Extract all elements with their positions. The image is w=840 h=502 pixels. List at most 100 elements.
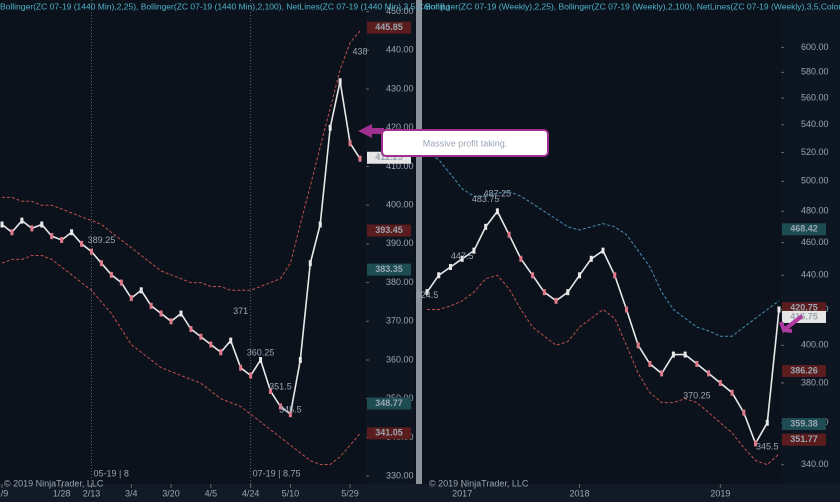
level-label: 370.25 xyxy=(683,390,711,400)
candle xyxy=(40,221,44,228)
price-box-label: 351.77 xyxy=(790,434,818,444)
session-label: 07-19 | 8.75 xyxy=(253,468,301,478)
callout-text: Massive profit taking. xyxy=(423,138,508,148)
candle xyxy=(179,310,183,317)
level-label: 424.5 xyxy=(416,290,439,300)
band-line xyxy=(426,152,780,337)
price-box-label: 468.42 xyxy=(790,224,818,234)
price-box xyxy=(782,310,826,323)
divider xyxy=(416,0,422,502)
candle xyxy=(10,229,14,236)
candle xyxy=(30,225,34,232)
candle xyxy=(229,337,233,344)
candle xyxy=(519,255,523,262)
candle xyxy=(298,357,302,363)
candle xyxy=(80,240,84,247)
candle xyxy=(318,221,322,228)
candle xyxy=(578,272,582,279)
y-tick-label: 330.00 xyxy=(386,471,414,481)
level-label: 371 xyxy=(233,306,248,316)
price-box xyxy=(782,364,826,377)
price-box xyxy=(367,224,411,237)
candle xyxy=(613,272,617,279)
x-axis-strip xyxy=(0,484,840,502)
price-box-label: 341.05 xyxy=(375,428,403,438)
price-box-label: 386.26 xyxy=(790,365,818,375)
candle xyxy=(765,419,769,426)
x-tick-label: 4/5 xyxy=(205,488,218,498)
candle xyxy=(20,217,24,224)
y-tick-label: 400.00 xyxy=(386,200,414,210)
candle xyxy=(683,351,687,358)
callout-box xyxy=(381,129,549,157)
y-tick-label: 520.00 xyxy=(801,147,829,157)
callout-arrow xyxy=(358,124,384,138)
y-tick-label: 480.00 xyxy=(801,206,829,216)
price-box xyxy=(367,263,411,276)
y-tick-label: 450.00 xyxy=(386,6,414,16)
candle xyxy=(338,78,342,85)
credit: © 2019 NinjaTrader, LLC xyxy=(4,478,104,488)
candle xyxy=(531,272,535,279)
candle xyxy=(348,140,352,147)
level-label: 345.5 xyxy=(756,441,779,451)
candle xyxy=(425,289,429,296)
level-label: 360.25 xyxy=(247,347,275,357)
y-tick-label: 380.00 xyxy=(801,377,829,387)
y-tick-label: 340.00 xyxy=(801,459,829,469)
candle xyxy=(288,411,292,418)
candle xyxy=(328,124,332,131)
candle xyxy=(707,370,711,377)
y-tick-label: 420.00 xyxy=(386,122,414,132)
x-tick-label: 1/9 xyxy=(0,488,8,498)
y-axis-panel xyxy=(781,0,840,484)
candle xyxy=(129,295,133,302)
candle xyxy=(90,248,93,255)
candle xyxy=(495,208,499,215)
x-tick-label: 3/20 xyxy=(162,488,180,498)
candle xyxy=(742,409,746,416)
y-tick-label: 400.00 xyxy=(801,340,829,350)
level-label: 389.25 xyxy=(88,235,116,245)
band-line xyxy=(1,255,361,465)
x-tick-label: 2017 xyxy=(452,488,472,498)
y-tick-label: 600.00 xyxy=(801,42,829,52)
candle xyxy=(460,255,464,262)
price-box xyxy=(782,417,826,430)
candle xyxy=(718,379,722,386)
candle xyxy=(660,370,664,377)
price-box xyxy=(367,427,411,440)
y-tick-label: 500.00 xyxy=(801,176,829,186)
candle xyxy=(308,260,312,267)
candle xyxy=(159,310,163,317)
y-tick-label: 410.00 xyxy=(386,161,414,171)
y-tick-label: 360.00 xyxy=(386,354,414,364)
candle xyxy=(50,233,54,240)
y-tick-label: 390.00 xyxy=(386,238,414,248)
price-box-label: 359.38 xyxy=(790,418,818,428)
candle xyxy=(437,272,441,279)
candle xyxy=(754,440,758,447)
candle xyxy=(671,351,675,358)
candle xyxy=(169,318,173,325)
candle xyxy=(189,326,193,333)
chart-header: Bollinger(ZC 07-19 (1440 Min),2,25), Bol… xyxy=(0,1,449,11)
y-tick-label: 440.00 xyxy=(801,270,829,280)
price-box-label: 383.35 xyxy=(375,264,403,274)
price-box-label: 420.75 xyxy=(790,303,818,313)
level-label: 345.5 xyxy=(279,405,302,415)
candle xyxy=(777,306,781,313)
candle xyxy=(70,229,74,236)
y-tick-label: 440.00 xyxy=(386,45,414,55)
candle xyxy=(278,403,282,410)
credit: © 2019 NinjaTrader, LLC xyxy=(429,478,529,488)
candle xyxy=(149,302,153,309)
candle xyxy=(448,263,452,270)
y-tick-label: 460.00 xyxy=(801,237,829,247)
x-tick-label: 5/10 xyxy=(282,488,300,498)
level-label: 438 xyxy=(352,46,367,56)
level-label: 447.5 xyxy=(451,251,474,261)
candle xyxy=(269,387,272,394)
candle xyxy=(542,289,546,296)
candle xyxy=(249,372,253,379)
